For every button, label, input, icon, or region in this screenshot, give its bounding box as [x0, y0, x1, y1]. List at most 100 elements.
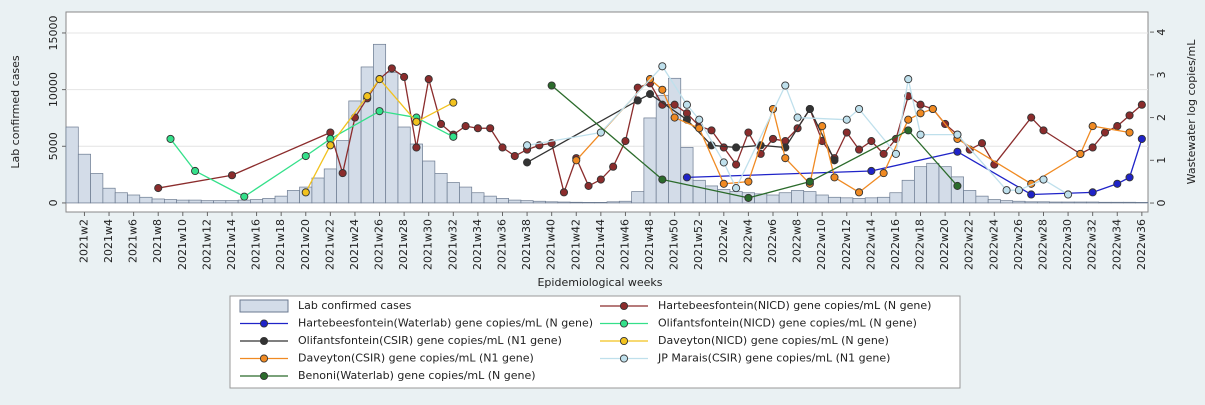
x-tick-label: 2021w44 [594, 219, 607, 270]
x-tick-label: 2022w12 [840, 219, 853, 270]
bar [459, 186, 473, 204]
connector [1030, 153, 1081, 185]
bar [274, 195, 288, 204]
connector [957, 138, 1032, 185]
x-tick-label: 2021w46 [618, 219, 631, 270]
bar [409, 143, 423, 204]
legend-label: JP Marais(CSIR) gene copies/mL (N1 gene) [657, 352, 890, 365]
bar [1110, 201, 1124, 204]
x-tick-label: 2021w12 [200, 219, 213, 270]
marker [1027, 113, 1036, 122]
bar [766, 194, 780, 204]
y2-tick-label: 4 [1155, 29, 1168, 36]
marker [953, 147, 962, 156]
marker [1125, 111, 1134, 120]
x-tick-label: 2021w14 [225, 219, 238, 270]
marker [486, 124, 495, 133]
bar [1098, 201, 1112, 204]
bar [827, 196, 841, 204]
connector [674, 116, 700, 129]
y2-tick-label: 2 [1155, 114, 1168, 121]
marker [166, 134, 175, 143]
legend-swatch [619, 319, 629, 328]
connector [809, 108, 836, 161]
bar [840, 197, 854, 204]
x-tick-label: 2021w38 [520, 219, 533, 270]
bar [225, 200, 239, 204]
marker [547, 81, 556, 90]
x-tick-label: 2021w16 [250, 219, 263, 270]
marker [326, 141, 335, 150]
bar [1012, 200, 1026, 204]
connector [1043, 178, 1069, 196]
x-tick-label: 2021w18 [274, 219, 287, 270]
x-tick-label: 2022w8 [791, 219, 804, 263]
marker [744, 193, 753, 202]
connector [231, 131, 331, 176]
bar [188, 199, 202, 204]
x-tick-label: 2022w24 [987, 219, 1000, 270]
marker [904, 126, 913, 135]
bar [434, 173, 448, 204]
marker [375, 75, 384, 84]
bar [200, 200, 214, 204]
marker [781, 81, 790, 90]
y-tick-label: 5000 [47, 132, 60, 160]
marker [572, 156, 581, 165]
marker [621, 137, 630, 146]
connector [661, 65, 688, 106]
marker [928, 104, 937, 114]
bar [643, 117, 657, 204]
marker [449, 132, 458, 141]
connector [169, 138, 196, 172]
x-tick-label: 2022w36 [1135, 219, 1148, 270]
marker [400, 72, 409, 82]
marker [744, 177, 753, 186]
connector [612, 140, 627, 167]
x-tick-label: 2022w28 [1036, 219, 1049, 270]
marker [633, 96, 642, 105]
bar [1000, 200, 1014, 204]
marker [1088, 122, 1097, 131]
marker [842, 128, 851, 137]
bar [864, 197, 878, 204]
marker [1137, 100, 1146, 109]
y-tick-label: 10000 [47, 72, 60, 107]
marker [744, 128, 753, 137]
legend-swatch [619, 354, 629, 363]
bar [446, 182, 460, 204]
connector [1018, 178, 1044, 191]
bar [164, 199, 178, 204]
x-tick-label: 2022w16 [889, 219, 902, 270]
bar [791, 190, 805, 204]
marker [1088, 143, 1097, 152]
y-axis-title: Lab confirmed cases [9, 55, 22, 169]
marker [387, 64, 396, 73]
bar [1024, 201, 1038, 204]
marker [301, 151, 310, 161]
connector [1092, 125, 1130, 134]
marker [855, 145, 864, 154]
marker [879, 149, 888, 158]
marker [891, 149, 900, 158]
bar [815, 194, 829, 204]
bar [495, 198, 509, 204]
marker [1113, 179, 1122, 188]
connector [662, 178, 749, 199]
x-tick-label: 2022w22 [963, 219, 976, 270]
legend-swatch [259, 319, 269, 328]
bar [65, 126, 79, 204]
marker [719, 158, 728, 167]
marker [695, 124, 704, 133]
connector [243, 155, 307, 198]
connector [895, 78, 909, 154]
marker [658, 62, 667, 71]
marker [805, 177, 814, 186]
marker [867, 166, 876, 176]
marker [240, 192, 249, 201]
legend-label: Hartebeesfontein(NICD) gene copies/mL (N… [658, 299, 931, 312]
legend-label: Olifantsfontein(CSIR) gene copies/mL (N1… [298, 334, 562, 347]
connector [551, 85, 663, 181]
marker [412, 117, 421, 126]
marker [461, 122, 470, 131]
